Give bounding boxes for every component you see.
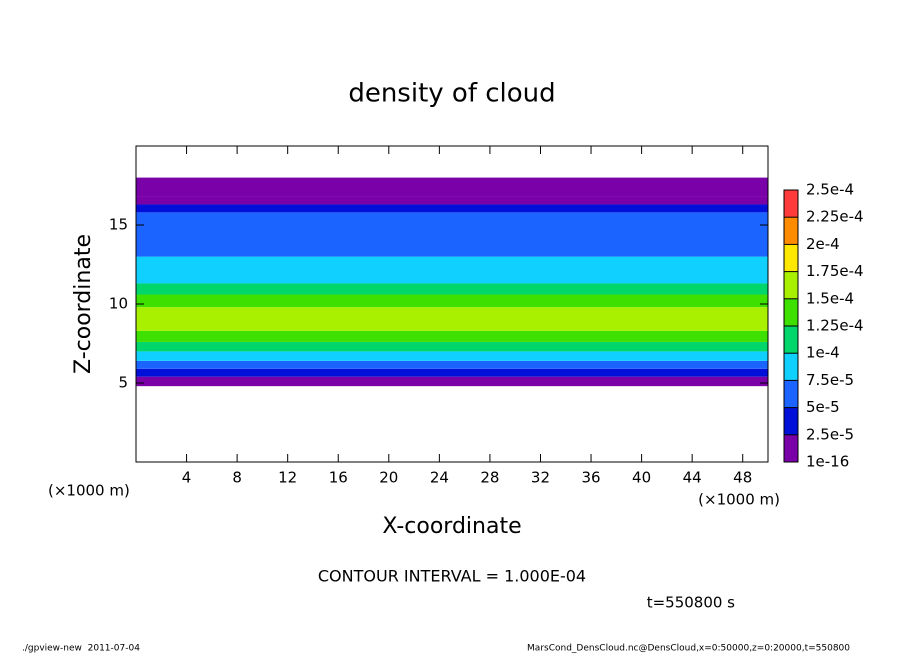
x-tick-label: 20 xyxy=(379,469,398,487)
colorbar-band xyxy=(784,298,798,326)
field-band xyxy=(136,360,768,369)
time-note: t=550800 s xyxy=(647,594,735,612)
field-band xyxy=(136,368,768,377)
field-band xyxy=(136,294,768,308)
x-unit-right: (×1000 m) xyxy=(698,491,780,509)
x-tick-label: 40 xyxy=(632,469,651,487)
field-band xyxy=(136,256,768,284)
y-tick-label: 5 xyxy=(118,374,128,392)
colorbar-label: 1.75e-4 xyxy=(806,262,864,280)
colorbar-label: 2.25e-4 xyxy=(806,208,864,226)
colorbar-label: 2.5e-5 xyxy=(806,425,854,443)
y-tick-label: 10 xyxy=(109,295,128,313)
x-tick-label: 12 xyxy=(278,469,297,487)
field-band xyxy=(136,212,768,257)
colorbar-label: 2.5e-4 xyxy=(806,181,854,199)
colorbar-band xyxy=(784,244,798,272)
colorbar-label: 2e-4 xyxy=(806,235,840,253)
colorbar-band xyxy=(784,326,798,354)
x-tick-label: 32 xyxy=(531,469,550,487)
x-tick-label: 28 xyxy=(480,469,499,487)
x-tick-label: 8 xyxy=(232,469,242,487)
field-band xyxy=(136,204,768,213)
colorbar-band xyxy=(784,434,798,462)
field-band xyxy=(136,307,768,331)
colorbar-label: 1.5e-4 xyxy=(806,289,854,307)
colorbar-band xyxy=(784,380,798,408)
x-tick-label: 36 xyxy=(581,469,600,487)
contour-note: CONTOUR INTERVAL = 1.000E-04 xyxy=(318,567,586,586)
x-axis-label: X-coordinate xyxy=(382,514,521,539)
x-tick-label: 44 xyxy=(683,469,702,487)
field-band xyxy=(136,177,768,197)
field-band xyxy=(136,376,768,387)
colorbar-label: 7.5e-5 xyxy=(806,371,854,389)
x-tick-label: 4 xyxy=(182,469,192,487)
x-tick-label: 48 xyxy=(733,469,752,487)
x-unit-left: (×1000 m) xyxy=(48,482,130,500)
colorbar-band xyxy=(784,271,798,299)
field-band xyxy=(136,196,768,205)
field-band xyxy=(136,351,768,361)
chart-title: density of cloud xyxy=(348,79,555,109)
colorbar-label: 1.25e-4 xyxy=(806,317,864,335)
x-tick-label: 16 xyxy=(329,469,348,487)
colorbar-band xyxy=(784,190,798,218)
field-band xyxy=(136,341,768,352)
x-tick-label: 24 xyxy=(430,469,449,487)
colorbar-label: 5e-5 xyxy=(806,398,840,416)
colorbar-band xyxy=(784,353,798,381)
footer-right: MarsCond_DensCloud.nc@DensCloud,x=0:5000… xyxy=(527,644,850,654)
colorbar-band xyxy=(784,217,798,245)
colorbar-band xyxy=(784,407,798,435)
colorbar-label: 1e-16 xyxy=(806,453,849,471)
field-band xyxy=(136,283,768,295)
footer-left: ./gpview-new 2011-07-04 xyxy=(22,644,140,654)
colorbar-label: 1e-4 xyxy=(806,344,840,362)
field-band xyxy=(136,330,768,342)
y-tick-label: 15 xyxy=(109,216,128,234)
y-axis-label: Z-coordinate xyxy=(71,234,96,374)
